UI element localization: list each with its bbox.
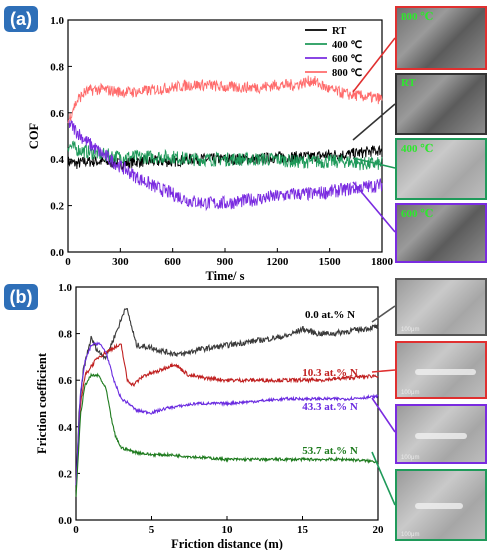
sem-label: 800 ℃ [401, 11, 434, 23]
series-line-1 [75, 342, 379, 484]
curve-label: 0.0 at.% N [305, 309, 355, 321]
legend-label: 400 ℃ [332, 39, 362, 51]
y-tick-label: 0.0 [58, 515, 72, 527]
y-tick-label: 1.0 [50, 15, 64, 27]
sem-label: 400 ℃ [401, 143, 434, 155]
x-tick-label: 0 [65, 256, 71, 268]
inset-connector [352, 37, 396, 93]
sem-inset-b-1: 100μm [395, 341, 487, 399]
wear-track [414, 503, 463, 509]
inset-connector [352, 103, 396, 141]
sem-inset-a-1: RT [395, 73, 487, 135]
x-tick-label: 15 [297, 524, 309, 536]
inset-connector [371, 305, 396, 323]
panel-label-b: (b) [4, 284, 38, 310]
sem-label: 600 ℃ [401, 208, 434, 220]
sem-inset-b-3: 100μm [395, 469, 487, 541]
y-tick-label: 0.6 [50, 108, 64, 120]
x-tick-label: 10 [222, 524, 234, 536]
curve-label: 10.3 at.% N [302, 367, 358, 379]
series-line-3 [75, 372, 379, 497]
series-line-2 [67, 119, 383, 212]
sem-inset-b-0: 100μm [395, 278, 487, 336]
sem-scale: 100μm [401, 390, 420, 396]
wear-track [414, 433, 468, 439]
legend-label: RT [332, 26, 346, 37]
series-line-3 [67, 75, 383, 124]
y-tick-label: 0.8 [58, 329, 72, 341]
legend-label: 600 ℃ [332, 53, 362, 65]
x-tick-label: 600 [164, 256, 181, 268]
y-tick-label: 0.8 [50, 61, 64, 73]
y-axis-label: COF [27, 122, 41, 149]
sem-scale: 100μm [401, 532, 420, 538]
inset-connector [371, 397, 396, 433]
y-tick-label: 0.0 [50, 247, 64, 259]
sem-label: RT [401, 77, 416, 89]
x-tick-label: 1200 [266, 256, 289, 268]
inset-connector [352, 181, 396, 233]
legend-label: 800 ℃ [332, 67, 362, 79]
x-tick-label: 5 [149, 524, 155, 536]
sem-scale: 100μm [401, 327, 420, 333]
x-tick-label: 300 [112, 256, 129, 268]
sem-inset-a-3: 600 ℃ [395, 203, 487, 263]
sem-inset-b-2: 100μm [395, 404, 487, 464]
sem-scale: 100μm [401, 455, 420, 461]
wear-track [414, 369, 477, 375]
y-tick-label: 0.2 [50, 201, 64, 213]
y-tick-label: 0.4 [50, 154, 64, 166]
y-axis-label: Friction coefficient [35, 352, 49, 454]
x-axis-label: Time/ s [205, 269, 244, 283]
inset-connector [371, 369, 396, 373]
x-tick-label: 900 [217, 256, 234, 268]
y-tick-label: 0.6 [58, 375, 72, 387]
inset-connector [352, 157, 396, 169]
series-line-0 [75, 307, 379, 491]
y-tick-label: 0.2 [58, 468, 72, 480]
series-line-2 [75, 341, 379, 486]
sem-inset-a-0: 800 ℃ [395, 6, 487, 70]
x-axis-label: Friction distance (m) [171, 537, 283, 550]
curve-label: 53.7 at.% N [302, 445, 358, 457]
x-tick-label: 1500 [319, 256, 342, 268]
x-tick-label: 20 [373, 524, 385, 536]
y-tick-label: 0.4 [58, 422, 72, 434]
panel-label-a: (a) [4, 6, 38, 32]
sem-inset-a-2: 400 ℃ [395, 138, 487, 200]
inset-connector [371, 451, 396, 506]
y-tick-label: 1.0 [58, 282, 72, 294]
series-line-1 [67, 140, 383, 171]
x-tick-label: 1800 [371, 256, 394, 268]
x-tick-label: 0 [73, 524, 79, 536]
curve-label: 43.3 at.% N [302, 401, 358, 413]
